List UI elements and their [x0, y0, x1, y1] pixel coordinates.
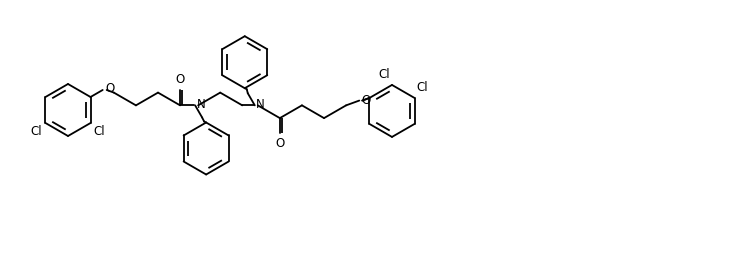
Text: Cl: Cl	[417, 81, 428, 94]
Text: O: O	[105, 83, 114, 95]
Text: N: N	[196, 98, 205, 111]
Text: O: O	[175, 73, 185, 86]
Text: N: N	[256, 98, 265, 111]
Text: Cl: Cl	[31, 125, 42, 138]
Text: O: O	[362, 94, 371, 107]
Text: Cl: Cl	[378, 68, 390, 81]
Text: Cl: Cl	[93, 125, 105, 138]
Text: O: O	[275, 137, 284, 150]
